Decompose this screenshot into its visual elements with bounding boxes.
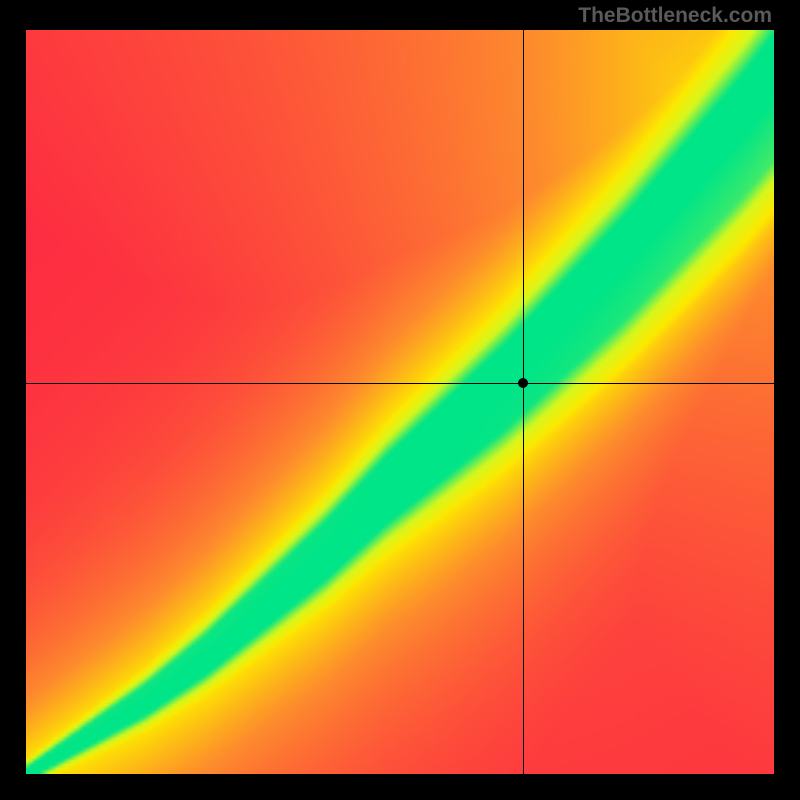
- heatmap-canvas: [26, 30, 774, 774]
- crosshair-horizontal: [26, 383, 774, 384]
- crosshair-vertical: [523, 30, 524, 774]
- plot-area: [26, 30, 774, 774]
- chart-container: TheBottleneck.com: [0, 0, 800, 800]
- watermark-text: TheBottleneck.com: [578, 4, 772, 28]
- marker-dot: [518, 378, 528, 388]
